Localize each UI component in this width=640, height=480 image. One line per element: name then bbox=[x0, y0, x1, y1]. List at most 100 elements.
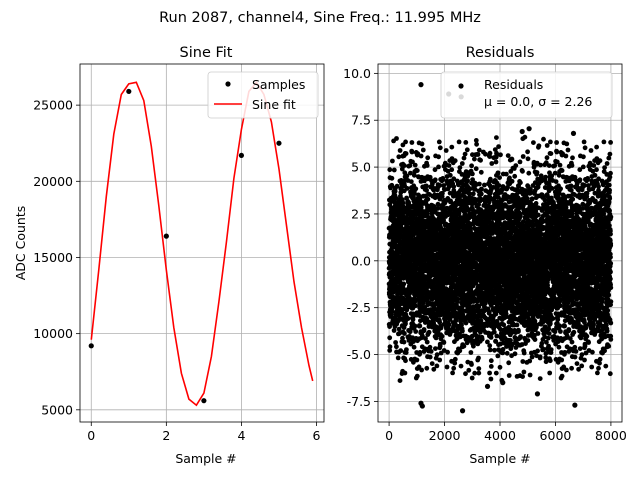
residual-point bbox=[474, 141, 479, 147]
sine-fit-ytick-label: 5000 bbox=[41, 402, 73, 417]
residual-point bbox=[389, 175, 395, 181]
residual-point bbox=[414, 373, 420, 379]
residual-point bbox=[520, 359, 526, 364]
residual-point bbox=[411, 339, 416, 344]
residual-point bbox=[409, 140, 415, 145]
residual-point bbox=[478, 157, 483, 163]
sample-point bbox=[88, 343, 94, 349]
sine-fit-xtick-label: 6 bbox=[313, 428, 321, 443]
residual-point bbox=[518, 213, 523, 219]
residual-point bbox=[443, 148, 449, 153]
residual-point bbox=[394, 183, 400, 189]
residual-point bbox=[470, 191, 476, 197]
residual-point bbox=[450, 370, 455, 376]
residual-point bbox=[478, 191, 484, 197]
residuals-panel: 0 2000 4000 6000 8000-7.5-5.0-2.50.02.55.07.… bbox=[343, 45, 627, 466]
residual-point bbox=[470, 171, 475, 177]
residual-point bbox=[424, 339, 430, 345]
residual-point bbox=[509, 178, 515, 184]
residual-point bbox=[420, 300, 426, 306]
residual-point bbox=[427, 354, 433, 360]
sine-fit-xlabel: Sample # bbox=[175, 451, 236, 466]
residual-point bbox=[387, 335, 393, 341]
residual-point bbox=[414, 168, 420, 174]
residual-point bbox=[424, 365, 430, 371]
residual-point bbox=[503, 171, 509, 177]
sine-fit-legend-box bbox=[207, 71, 319, 119]
residual-point bbox=[424, 183, 429, 189]
sine-fit-curve-group bbox=[90, 80, 314, 407]
residual-point bbox=[460, 328, 465, 334]
residual-point bbox=[437, 343, 443, 349]
residual-point bbox=[403, 139, 408, 145]
residual-point bbox=[504, 350, 510, 356]
residual-point bbox=[468, 350, 474, 355]
residual-point bbox=[518, 180, 523, 186]
residual-point bbox=[516, 329, 521, 334]
legend-samples-marker bbox=[225, 81, 231, 87]
residual-point bbox=[410, 159, 415, 165]
residual-point bbox=[458, 363, 464, 369]
residual-point bbox=[487, 343, 493, 349]
residual-point bbox=[440, 176, 446, 181]
residual-point bbox=[520, 374, 525, 379]
residual-point bbox=[409, 149, 415, 155]
residual-point bbox=[479, 186, 484, 192]
residual-point bbox=[521, 369, 527, 375]
residual-point bbox=[472, 370, 478, 376]
residual-point bbox=[488, 358, 494, 364]
residual-point bbox=[493, 159, 499, 165]
residual-point bbox=[476, 370, 482, 376]
residual-point bbox=[398, 348, 404, 354]
sample-point bbox=[238, 152, 245, 159]
residual-point bbox=[389, 309, 395, 315]
residual-point bbox=[482, 182, 487, 188]
residual-point bbox=[413, 186, 419, 192]
residual-point bbox=[412, 323, 418, 329]
residual-point bbox=[487, 347, 493, 353]
sample-point bbox=[126, 88, 132, 95]
residual-point bbox=[436, 164, 441, 170]
residual-point bbox=[522, 134, 528, 140]
residual-point bbox=[488, 364, 494, 369]
residual-point bbox=[512, 351, 518, 357]
residual-point bbox=[494, 135, 499, 141]
residual-point bbox=[417, 350, 423, 355]
residual-point bbox=[407, 329, 413, 335]
residual-point bbox=[472, 156, 477, 162]
residual-point bbox=[476, 366, 482, 371]
residual-point bbox=[387, 344, 393, 350]
residual-point bbox=[436, 154, 441, 160]
residual-point bbox=[464, 147, 470, 153]
residual-point bbox=[407, 163, 413, 169]
residual-point bbox=[420, 147, 426, 153]
residual-point bbox=[518, 334, 523, 339]
sine-fit-axes-frame bbox=[79, 63, 325, 423]
residual-point bbox=[396, 154, 402, 160]
residual-point bbox=[428, 349, 434, 354]
legend-samples-label: Samples bbox=[252, 77, 305, 92]
residual-point bbox=[396, 326, 402, 332]
residual-point bbox=[475, 152, 481, 157]
residual-point bbox=[444, 364, 450, 370]
residual-point bbox=[498, 152, 503, 158]
residual-point bbox=[394, 136, 399, 141]
residual-point bbox=[412, 191, 417, 196]
sine-fit-ytick-label: 25000 bbox=[33, 98, 73, 113]
residual-point bbox=[404, 186, 410, 191]
residual-point bbox=[417, 323, 423, 329]
residual-point bbox=[395, 355, 401, 361]
residual-point bbox=[477, 181, 482, 187]
residual-point bbox=[478, 169, 484, 175]
residual-point bbox=[408, 170, 413, 176]
residual-point bbox=[463, 320, 469, 326]
residual-point bbox=[433, 346, 438, 351]
residual-point bbox=[495, 353, 501, 359]
sine-fit-ytick-label: 20000 bbox=[33, 174, 73, 189]
legend-sine-fit-label: Sine fit bbox=[252, 97, 296, 112]
residual-point bbox=[476, 355, 481, 361]
residual-point bbox=[457, 165, 463, 171]
residual-point bbox=[419, 141, 425, 147]
residual-point bbox=[404, 173, 410, 179]
